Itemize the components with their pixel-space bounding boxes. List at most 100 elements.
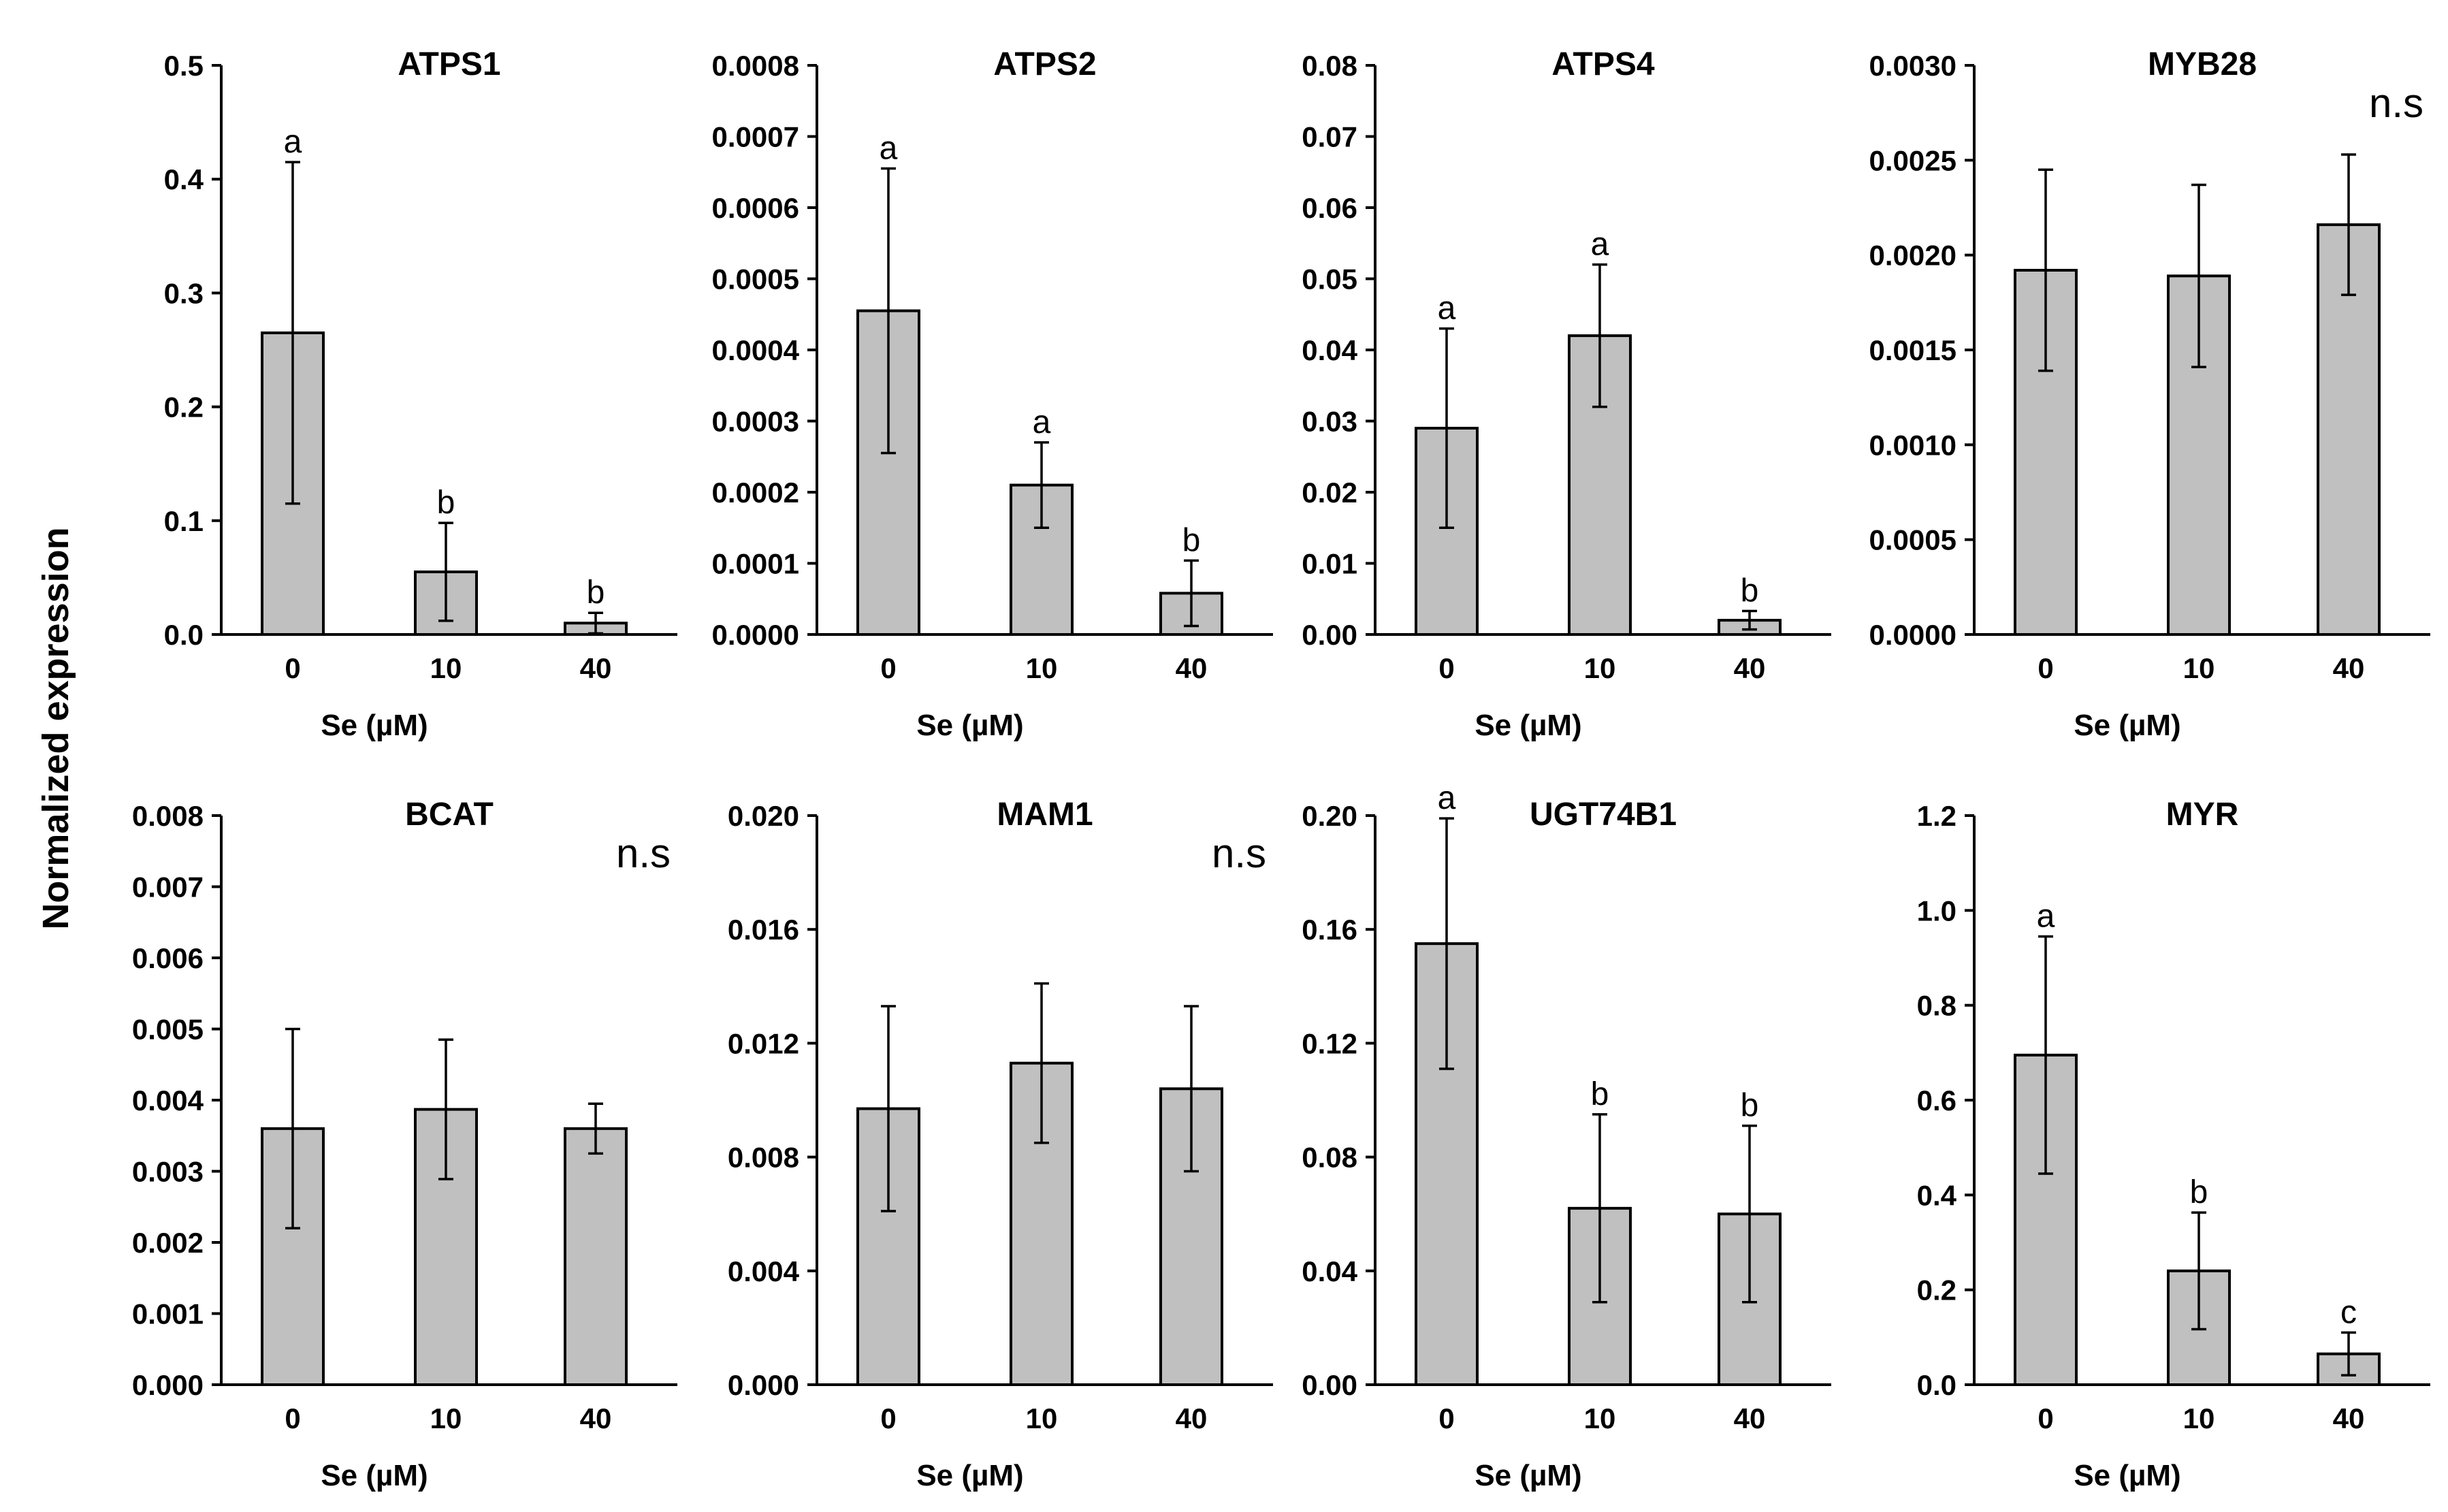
x-axis-label: Se (µM) — [916, 1459, 1023, 1492]
y-tick-label: 0.04 — [1302, 334, 1357, 366]
y-tick-label: 0.004 — [132, 1084, 204, 1116]
y-tick-label: 0.2 — [164, 391, 204, 423]
x-tick-label: 10 — [430, 1402, 462, 1434]
x-tick-label: 0 — [880, 652, 896, 684]
ns-annotation: n.s — [2369, 80, 2423, 126]
y-tick-label: 0.08 — [1302, 1142, 1357, 1174]
y-tick-label: 1.0 — [1917, 895, 1956, 927]
panel-mam1: 0.000 0.004 0.008 0.012 0.016 0.020 MAM1 n.s 0 10… — [728, 797, 1273, 1492]
y-axis-label: Normalized expression — [35, 527, 76, 929]
y-tick-label: 0.000 — [728, 1369, 799, 1401]
y-tick-label: 1.2 — [1917, 800, 1956, 832]
significance-letter: b — [587, 575, 605, 611]
y-tick-label: 0.00 — [1302, 1369, 1357, 1401]
y-tick-label: 0.8 — [1917, 990, 1956, 1022]
x-tick-label: 0 — [2038, 652, 2053, 684]
significance-letter: b — [1741, 573, 1759, 609]
y-tick-label: 0.05 — [1302, 263, 1357, 295]
panel-atps1: 0.0 0.1 0.2 0.3 0.4 0.5 ATPS1 a 0 b 10 b 40 Se (µM) — [164, 46, 677, 742]
y-tick-label: 0.004 — [728, 1255, 800, 1287]
y-tick-label: 0.5 — [164, 50, 204, 82]
significance-letter: a — [880, 131, 898, 167]
x-tick-label: 40 — [1734, 1402, 1766, 1434]
chart-title: ATPS4 — [1551, 46, 1654, 82]
chart-title: ATPS1 — [398, 46, 500, 82]
y-tick-label: 0.6 — [1917, 1084, 1956, 1116]
y-tick-label: 0.0007 — [712, 121, 799, 153]
x-axis-label: Se (µM) — [321, 709, 428, 742]
y-tick-label: 0.0015 — [1869, 334, 1956, 366]
significance-letter: c — [2340, 1294, 2357, 1330]
y-tick-label: 0.0 — [164, 619, 204, 651]
y-tick-label: 0.0000 — [1869, 619, 1956, 651]
chart-title: UGT74B1 — [1530, 797, 1677, 833]
significance-letter: b — [1741, 1088, 1759, 1124]
x-tick-label: 0 — [285, 1402, 300, 1434]
y-tick-label: 0.016 — [728, 914, 799, 946]
x-tick-label: 40 — [1176, 652, 1208, 684]
y-tick-label: 0.01 — [1302, 548, 1357, 580]
y-tick-label: 0.0030 — [1869, 50, 1956, 82]
panel-atps2: 0.0000 0.0001 0.0002 0.0003 0.0004 0.0005 0.00… — [712, 46, 1273, 742]
y-tick-label: 0.0000 — [712, 619, 799, 651]
x-tick-label: 10 — [2183, 652, 2215, 684]
panel-myr: 0.0 0.2 0.4 0.6 0.8 1.0 1.2 MYR a 0 b 10 c 40 Se (µM) — [1917, 797, 2430, 1492]
y-tick-label: 0.4 — [1917, 1179, 1957, 1211]
significance-letter: b — [2190, 1174, 2208, 1210]
x-tick-label: 10 — [1026, 652, 1058, 684]
y-tick-label: 0.002 — [132, 1227, 204, 1259]
y-tick-label: 0.0010 — [1869, 429, 1956, 461]
panel-myb28: 0.0000 0.0005 0.0010 0.0015 0.0020 0.0025 0.00… — [1869, 46, 2430, 742]
y-tick-label: 0.0001 — [712, 548, 799, 580]
x-tick-label: 40 — [1734, 652, 1766, 684]
y-tick-label: 0.08 — [1302, 50, 1357, 82]
ns-annotation: n.s — [1212, 831, 1266, 876]
y-tick-label: 0.0004 — [712, 334, 800, 366]
x-tick-label: 40 — [580, 652, 612, 684]
y-tick-label: 0.00 — [1302, 619, 1357, 651]
panel-atps4: 0.00 0.01 0.02 0.03 0.04 0.05 0.06 0.07 0.08 ATPS… — [1302, 46, 1831, 742]
x-tick-label: 10 — [1026, 1402, 1058, 1434]
x-axis-label: Se (µM) — [321, 1459, 428, 1492]
y-tick-label: 0.001 — [132, 1298, 204, 1330]
x-tick-label: 10 — [2183, 1402, 2215, 1434]
y-tick-label: 0.12 — [1302, 1027, 1357, 1059]
x-axis-label: Se (µM) — [2074, 1459, 2180, 1492]
y-tick-label: 0.20 — [1302, 800, 1357, 832]
y-tick-label: 0.2 — [1917, 1274, 1956, 1306]
significance-letter: a — [284, 124, 302, 160]
x-tick-label: 0 — [1438, 1402, 1454, 1434]
y-tick-label: 0.02 — [1302, 477, 1357, 509]
x-tick-label: 0 — [880, 1402, 896, 1434]
bar — [564, 1127, 628, 1387]
y-tick-label: 0.0006 — [712, 192, 799, 224]
y-tick-label: 0.003 — [132, 1156, 204, 1188]
y-tick-label: 0.008 — [728, 1142, 799, 1174]
significance-letter: a — [2037, 899, 2055, 935]
chart-title: ATPS2 — [993, 46, 1096, 82]
x-tick-label: 40 — [1176, 1402, 1208, 1434]
y-tick-label: 0.06 — [1302, 192, 1357, 224]
x-tick-label: 10 — [1584, 1402, 1616, 1434]
y-tick-label: 0.012 — [728, 1027, 799, 1059]
x-tick-label: 40 — [2333, 1402, 2365, 1434]
y-tick-label: 0.005 — [132, 1014, 204, 1046]
y-tick-label: 0.16 — [1302, 914, 1357, 946]
y-tick-label: 0.0020 — [1869, 240, 1956, 272]
y-tick-label: 0.4 — [164, 163, 204, 195]
x-axis-label: Se (µM) — [2074, 709, 2180, 742]
chart-title: BCAT — [405, 797, 494, 833]
chart-title: MYB28 — [2148, 46, 2257, 82]
chart-title: MYR — [2166, 797, 2239, 833]
significance-letter: a — [1438, 291, 1456, 327]
y-tick-label: 0.03 — [1302, 406, 1357, 438]
y-tick-label: 0.04 — [1302, 1255, 1357, 1287]
ns-annotation: n.s — [616, 831, 671, 876]
x-axis-label: Se (µM) — [1475, 1459, 1581, 1492]
significance-letter: b — [1182, 522, 1201, 558]
y-tick-label: 0.020 — [728, 800, 799, 832]
significance-letter: a — [1438, 780, 1456, 816]
y-tick-label: 0.0002 — [712, 477, 799, 509]
y-tick-label: 0.0003 — [712, 406, 799, 438]
